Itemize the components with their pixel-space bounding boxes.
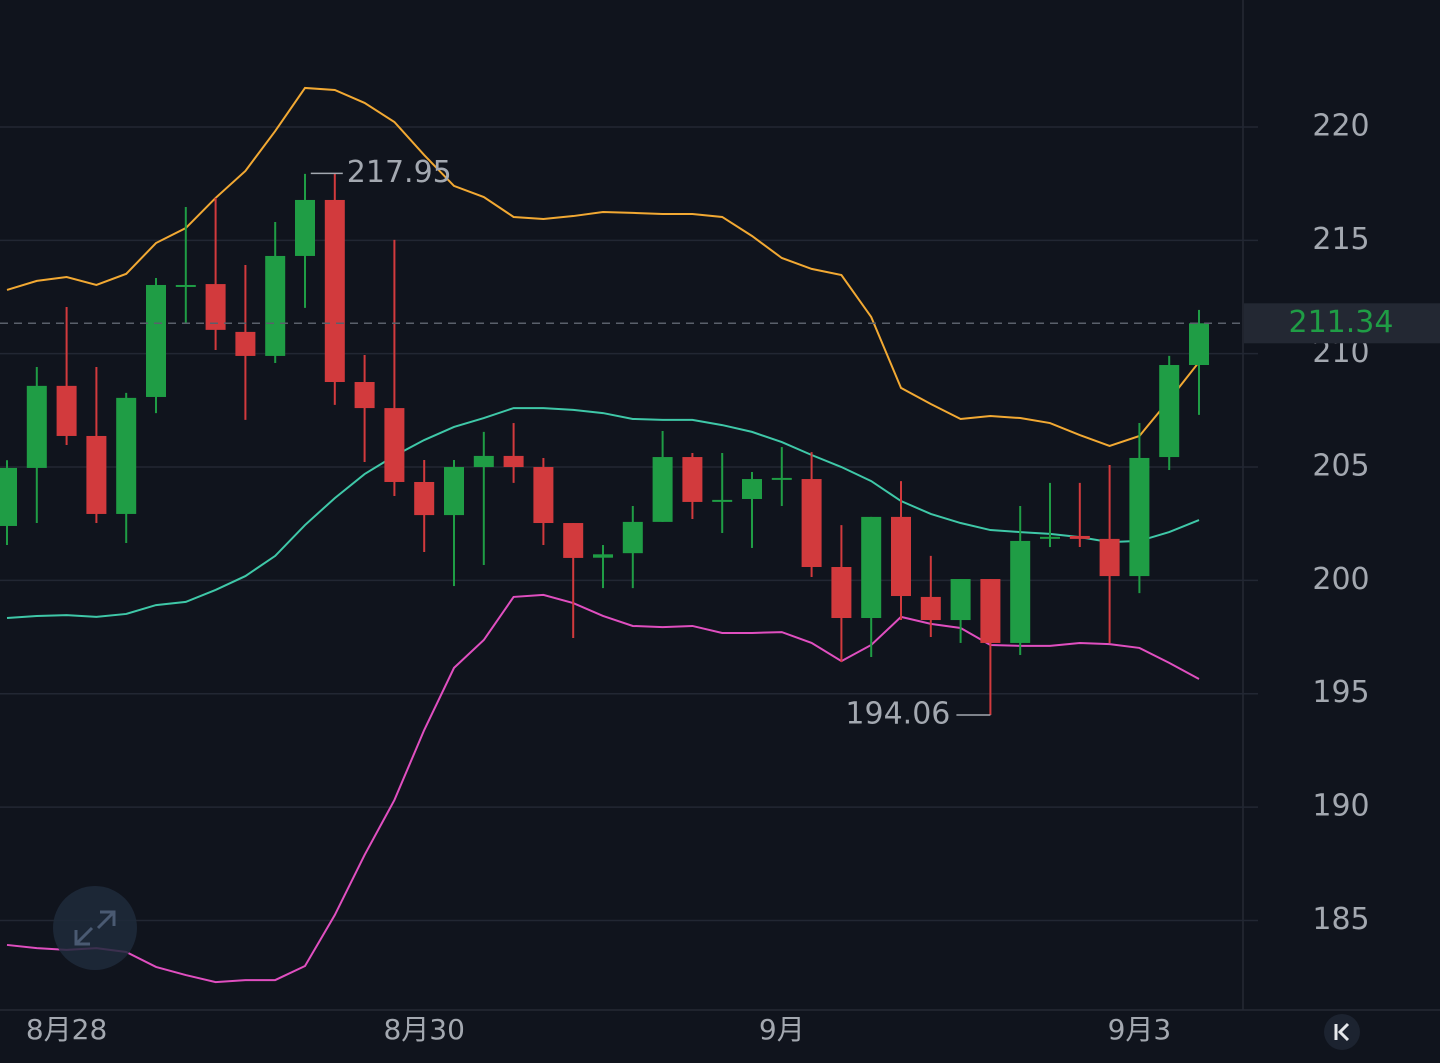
candle-body: [1129, 457, 1150, 577]
candle-body: [503, 455, 524, 468]
price-tag: [1244, 303, 1440, 344]
candle-body: [205, 284, 226, 330]
x-tick-label: 9月: [759, 1013, 805, 1046]
x-tick-label: 8月28: [26, 1013, 107, 1046]
expand-circle[interactable]: [53, 886, 137, 970]
x-tick-label: 8月30: [383, 1013, 464, 1046]
grid: [0, 126, 1258, 922]
candle-body: [533, 467, 554, 524]
candle-body: [1099, 538, 1120, 577]
y-tick-label: 215: [1312, 222, 1369, 257]
candle-body: [1040, 536, 1060, 539]
y-tick-label: 220: [1312, 108, 1369, 143]
candle-body: [1159, 365, 1180, 458]
candle-body: [86, 435, 107, 514]
y-tick-label: 190: [1312, 789, 1369, 824]
candle-body: [891, 516, 911, 597]
y-tick-label: 195: [1312, 675, 1369, 710]
x-tick-label: 9月3: [1108, 1013, 1172, 1046]
candle-body: [0, 467, 17, 526]
candle-body: [563, 523, 584, 558]
candle-body: [652, 457, 673, 522]
candle-body: [324, 199, 345, 383]
candle-body: [295, 199, 315, 256]
back-to-latest-button[interactable]: [1324, 1014, 1360, 1050]
candle-body: [1010, 540, 1031, 643]
y-tick-label: 185: [1312, 902, 1369, 937]
band-line: [6, 86, 1200, 448]
expand-icon[interactable]: [74, 910, 116, 946]
candle-body: [771, 477, 792, 480]
candle-body: [116, 397, 137, 514]
band-line: [6, 407, 1200, 620]
candle-body: [1189, 323, 1209, 366]
candle-body: [920, 596, 941, 621]
expand-button[interactable]: [53, 886, 137, 970]
candle-body: [1069, 535, 1090, 539]
candle-body: [473, 455, 494, 468]
candle-body: [742, 479, 762, 499]
candle-body: [235, 331, 256, 356]
candle-body: [593, 554, 613, 558]
candle-body: [861, 516, 882, 619]
max-label: 217.95: [347, 155, 452, 190]
min-label: 194.06: [845, 697, 950, 732]
candle-body: [682, 457, 703, 502]
candle-body: [26, 385, 47, 468]
candle-body: [354, 382, 375, 409]
candle-body: [622, 521, 643, 554]
candle-body: [444, 467, 464, 516]
band-line: [6, 593, 1200, 984]
candle-body: [175, 284, 196, 287]
candle-body: [265, 255, 286, 356]
candle-body: [384, 408, 405, 482]
candle-body: [950, 579, 971, 621]
latest-icon[interactable]: [1334, 1022, 1350, 1042]
y-tick-label: 200: [1312, 562, 1369, 597]
plot-area: [0, 86, 1209, 984]
candle-body: [712, 499, 733, 502]
candle-body: [980, 579, 1001, 643]
candle-body: [831, 567, 852, 619]
price-label: 211.34: [1289, 305, 1394, 340]
candle-body: [56, 385, 77, 436]
candle-body: [146, 284, 166, 397]
y-tick-label: 205: [1312, 449, 1369, 484]
candle-body: [801, 479, 822, 568]
candle-body: [414, 481, 435, 516]
